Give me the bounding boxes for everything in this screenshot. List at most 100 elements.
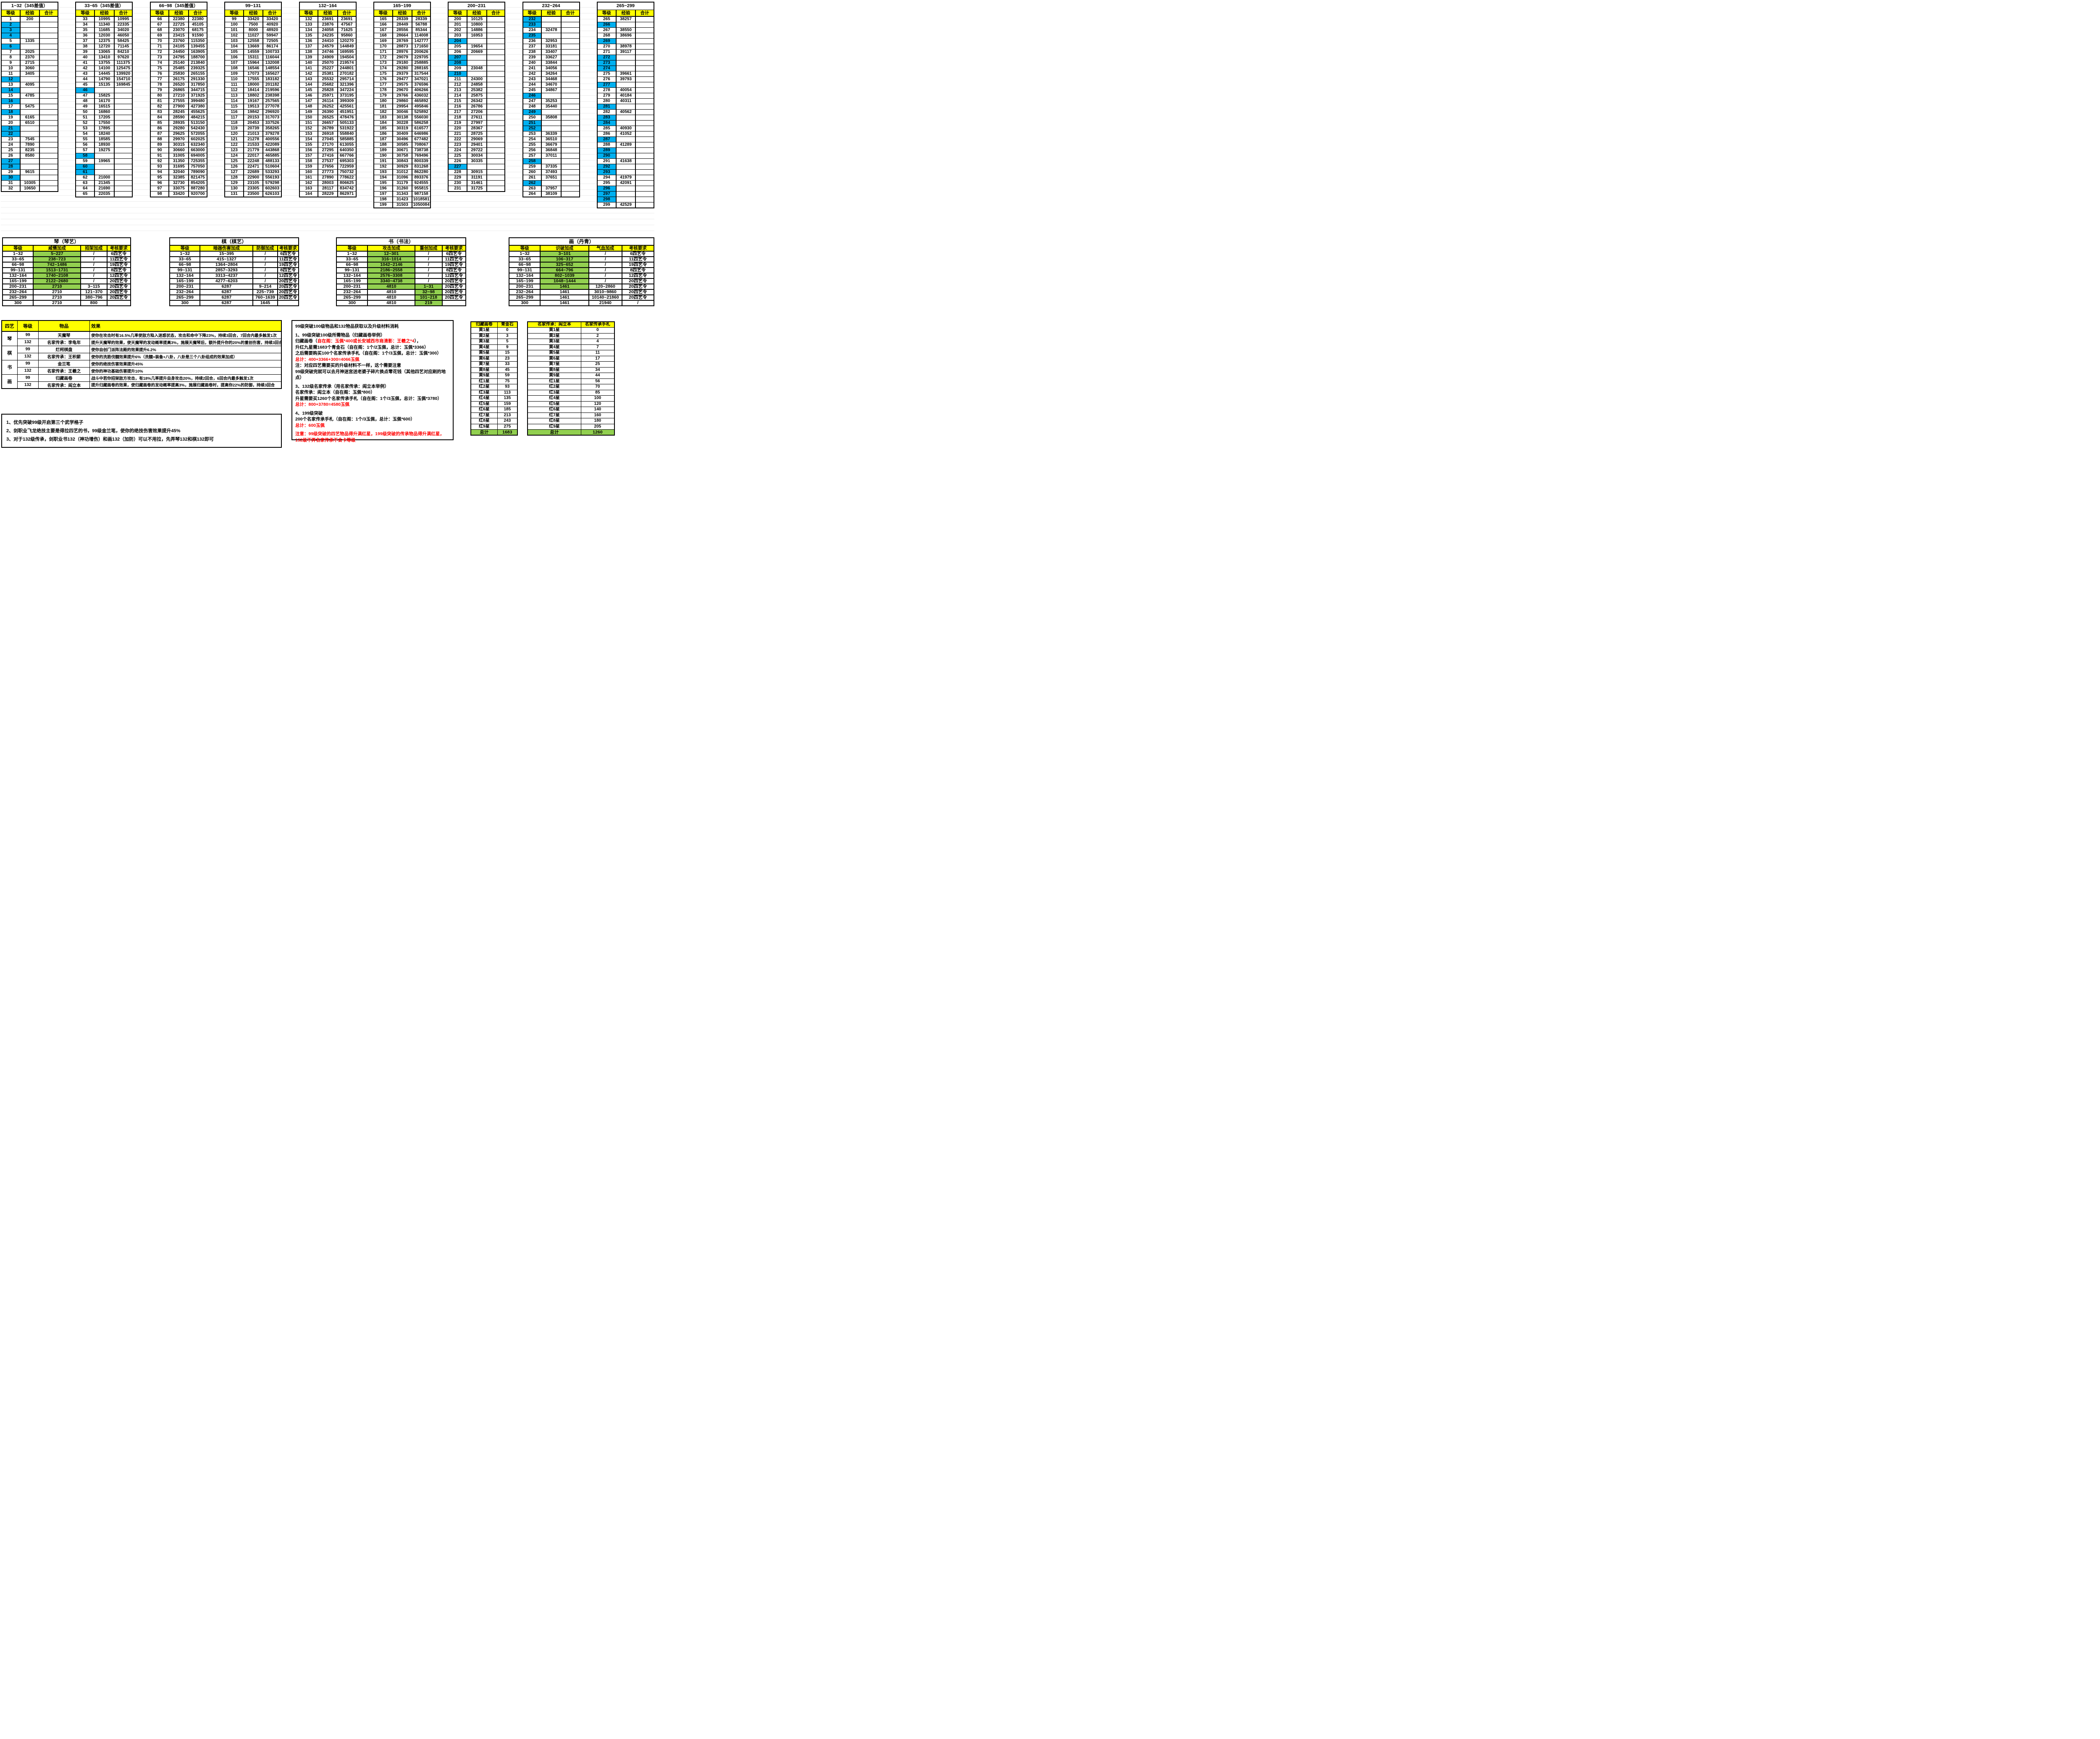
exp-cell: 35253	[541, 98, 562, 104]
level-cell: 99	[17, 374, 39, 382]
total-cell: 344715	[188, 87, 207, 93]
level-cell: 132	[299, 16, 319, 22]
level-range-cell: 99~131	[169, 267, 201, 273]
total-cell	[39, 137, 58, 142]
table-row: 254 36510	[522, 137, 580, 142]
bonus1-cell: 1461	[540, 284, 590, 290]
star-rank-cell: 红3星	[470, 389, 498, 396]
table-row: 219 27997	[448, 120, 506, 126]
bonus1-cell: 2710	[33, 300, 81, 306]
level-cell: 29	[1, 169, 21, 175]
cost-cell: 243	[497, 418, 518, 424]
total-cell: 154710	[113, 76, 133, 82]
cost-cell: 185	[497, 407, 518, 413]
table-row: 216 26786	[448, 104, 506, 110]
level-cell: 268	[597, 33, 617, 39]
exp-cell	[541, 33, 562, 39]
table-row: 150 26525 478476	[299, 115, 357, 121]
table-row: 99~131 664~796/8四艺令	[508, 267, 655, 273]
exp-cell: 31350	[168, 158, 189, 164]
level-cell: 15	[1, 93, 21, 99]
exp-cell	[615, 197, 636, 202]
total-cell: 165627	[262, 71, 282, 77]
red-text: 长安城西市商清影：王羲之*4	[357, 339, 415, 344]
exp-cell: 22900	[243, 175, 264, 181]
art-name-cell: 书	[1, 360, 18, 375]
exp-cell: 29860	[392, 98, 413, 104]
exp-cell: 19842	[243, 109, 264, 115]
level-cell: 254	[522, 137, 542, 142]
table-row: 1 200	[1, 16, 58, 22]
exp-cell: 25485	[168, 66, 189, 71]
exp-cell: 23305	[243, 186, 264, 192]
exp-cell: 22471	[243, 164, 264, 170]
level-cell: 81	[150, 98, 170, 104]
level-cell: 145	[299, 87, 319, 93]
exam-requirement-cell: 12四艺令	[441, 273, 467, 279]
exp-cell: 28245	[168, 109, 189, 115]
level-cell: 228	[448, 169, 467, 175]
total-cell: 45105	[188, 22, 207, 28]
exp-cell: 21000	[94, 175, 115, 181]
table-row: 81 27555 399480	[150, 98, 207, 104]
column-header: 名家传承手札	[580, 321, 615, 328]
exp-cell: 28976	[392, 49, 413, 55]
cost-cell: 33	[497, 361, 518, 368]
total-cell	[560, 153, 580, 159]
exp-cell: 20739	[243, 126, 264, 131]
cost-cell: 4	[580, 339, 615, 345]
exp-table-3: 66~98（345差值） 等级 经验 合计 66 22380 22380 67 22725 451…	[150, 2, 207, 197]
table-header-row: 等级 经验 合计	[597, 9, 654, 17]
total-cell	[113, 137, 133, 142]
level-cell: 54	[75, 131, 95, 137]
table-row: 225 30034	[448, 153, 506, 159]
table-row: 138 24746 169595	[299, 49, 357, 55]
bonus1-cell: 664~796	[540, 267, 590, 273]
level-cell: 99	[224, 16, 244, 22]
total-cell	[560, 120, 580, 126]
table-row: 184 30228 586258	[373, 120, 431, 126]
table-row: 红7星 213	[470, 412, 518, 418]
total-cell: 556193	[262, 175, 282, 181]
level-cell: 271	[597, 49, 617, 55]
level-cell: 46	[75, 87, 95, 93]
total-cell: 120270	[337, 38, 357, 44]
table-row: 73 24795 188700	[150, 55, 207, 60]
level-cell: 289	[597, 147, 617, 153]
info-text: 99级突破100级物品和132物品获取以及升级材料消耗	[295, 324, 399, 329]
table-header-row: 等级 经验 合计	[150, 9, 207, 17]
bonus1-cell: 1042~2146	[367, 262, 416, 268]
total-cell	[560, 44, 580, 50]
level-cell: 222	[448, 137, 467, 142]
exp-cell	[466, 60, 487, 66]
table-row: 93 31695 757050	[150, 164, 207, 170]
info-text: 之后需要购买100个名家传承手札（自在阁：1个/3玉佩，总计：玉佩*300）	[295, 351, 441, 356]
total-cell: 194504	[337, 55, 357, 60]
info-line: 升红九星需1683个青金石（自在阁：1个/2玉佩，总计：玉佩*3366）	[295, 344, 451, 351]
level-cell: 57	[75, 147, 95, 153]
total-cell	[560, 22, 580, 28]
table-row: 103 12558 72505	[224, 38, 282, 44]
total-cell: 632340	[188, 142, 207, 148]
exp-cell	[466, 55, 487, 60]
table-row: 300 1461 21940/	[508, 300, 655, 306]
table-row: 红4星 100	[527, 395, 615, 402]
table-row: 99~131 2857~3293/8四艺令	[169, 267, 299, 273]
level-cell: 6	[1, 44, 21, 50]
table-row: 221 28725	[448, 131, 506, 137]
exp-cell	[615, 147, 636, 153]
exp-cell: 7545	[19, 137, 40, 142]
table-row: 4	[1, 33, 58, 39]
info-line: 3、132级名家传承（用名家传承：阎立本举例）	[295, 384, 451, 390]
exp-cell: 23500	[243, 191, 264, 197]
level-cell: 50	[75, 109, 95, 115]
exp-cell: 14559	[243, 49, 264, 55]
total-cell	[486, 169, 506, 175]
exp-cell: 23048	[466, 66, 487, 71]
table-row: 77 26175 291330	[150, 76, 207, 82]
table-row: 190 30758 769496	[373, 153, 431, 159]
table-row: 123 21779 443868	[224, 147, 282, 153]
exp-cell: 36848	[541, 147, 562, 153]
table-row: 227	[448, 164, 506, 170]
table-row: 200~231 6287 9~214 20四艺令	[169, 284, 299, 290]
